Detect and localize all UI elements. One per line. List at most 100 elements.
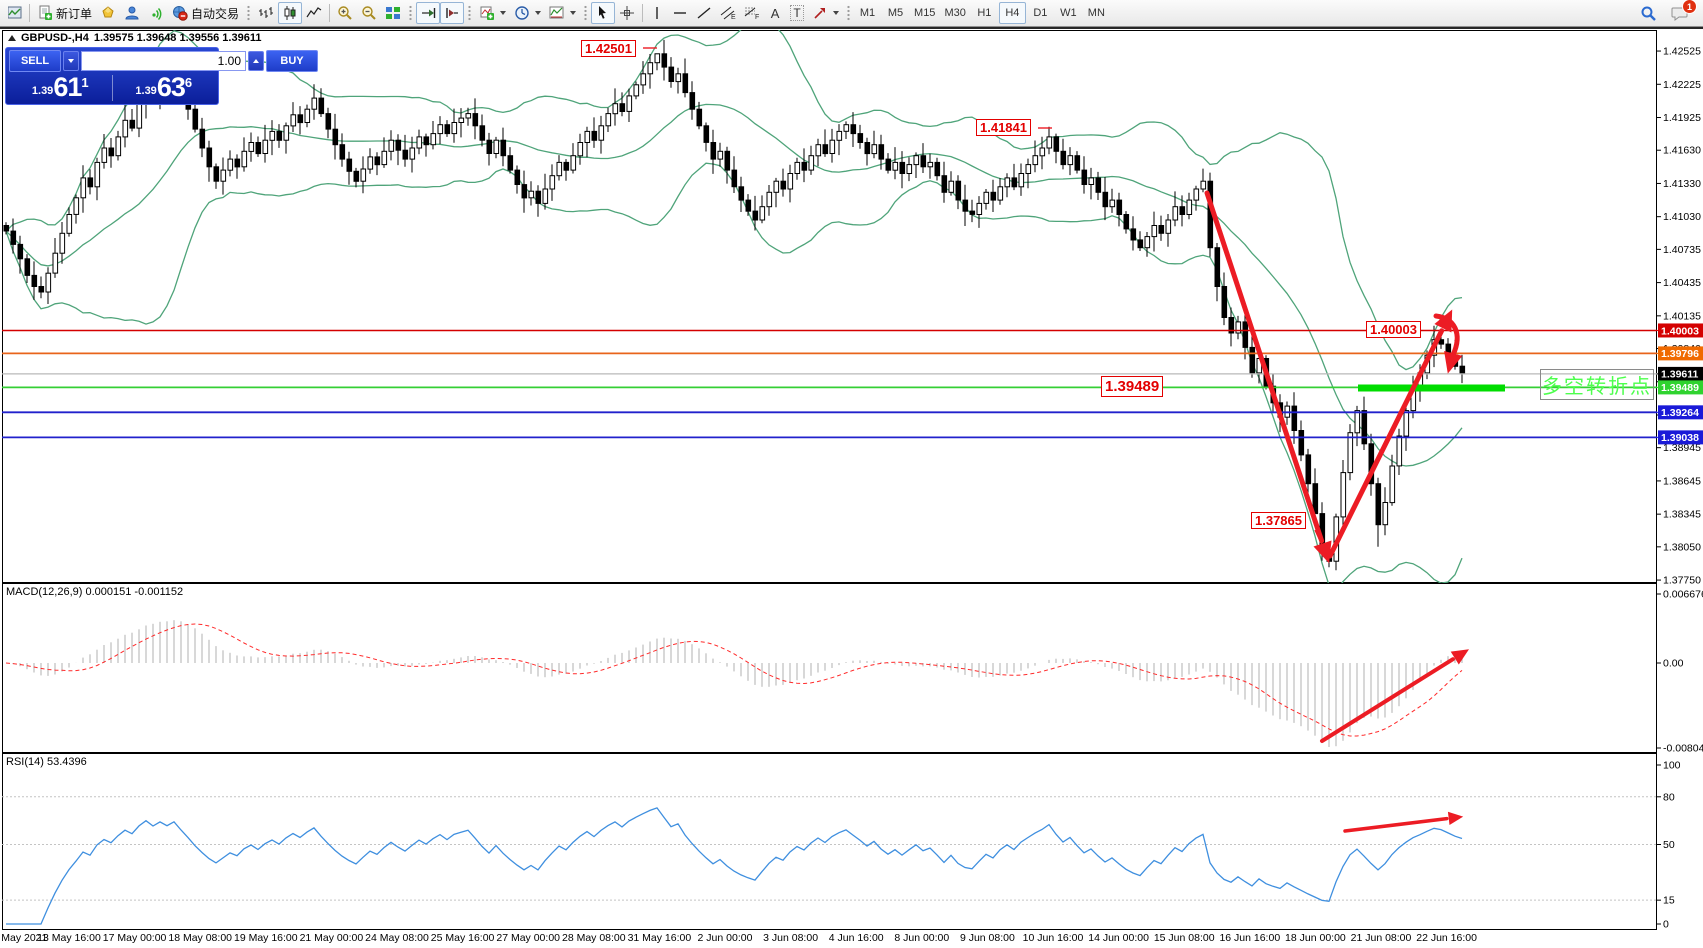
sell-price-big: 61: [53, 72, 82, 102]
person-icon: [124, 5, 140, 21]
timeframe-m30-button[interactable]: M30: [944, 7, 966, 19]
autotrading-button[interactable]: 自动交易: [168, 2, 243, 24]
bar-chart-button[interactable]: [254, 2, 278, 24]
svg-text:1.38945: 1.38945: [1663, 442, 1701, 454]
timeframe-m15-button[interactable]: M15: [914, 7, 936, 19]
periods-button[interactable]: [510, 2, 545, 24]
deposit-button[interactable]: [96, 2, 120, 24]
clock-icon: [514, 5, 530, 21]
text-tool-button[interactable]: A: [764, 2, 786, 24]
time-axis-label: 9 Jun 08:00: [959, 932, 1015, 944]
cursor-tool-button[interactable]: [591, 2, 616, 24]
svg-text:1.39796: 1.39796: [1661, 348, 1699, 360]
horizontal-line-icon: [672, 5, 688, 21]
turning-point-note[interactable]: 多空转折点: [1540, 369, 1654, 400]
tile-windows-button[interactable]: [381, 2, 405, 24]
time-axis-label: 18 Jun 00:00: [1285, 932, 1346, 944]
label-tool-icon: T: [790, 5, 804, 21]
svg-text:1.39264: 1.39264: [1661, 407, 1699, 419]
sell-price[interactable]: 1.39 61 1: [9, 74, 112, 102]
timeframe-m5-button[interactable]: M5: [887, 7, 904, 19]
auto-scroll-button[interactable]: [416, 2, 441, 24]
equidistant-channel-icon: E: [720, 5, 736, 21]
chart-shift-button[interactable]: [440, 2, 465, 24]
svg-text:1.40003: 1.40003: [1661, 325, 1699, 337]
line-chart-button[interactable]: [302, 2, 326, 24]
gold-nugget-icon: [100, 5, 116, 21]
ohlc-values: 1.39575 1.39648 1.39556 1.39611: [93, 32, 262, 44]
timeframe-h1-button[interactable]: H1: [977, 7, 992, 19]
price-label-142501[interactable]: 1.42501: [581, 40, 636, 57]
price-label-137865[interactable]: 1.37865: [1251, 512, 1306, 529]
notifications-button[interactable]: 1: [1667, 0, 1697, 24]
channel-tool-button[interactable]: E: [716, 2, 740, 24]
price-label-141841[interactable]: 1.41841: [976, 119, 1031, 136]
fibonacci-tool-button[interactable]: F: [740, 2, 764, 24]
macd-indicator-label: MACD(12,26,9) 0.000151 -0.001152: [6, 586, 184, 598]
new-chart-button[interactable]: [4, 2, 26, 24]
new-order-button[interactable]: 新订单: [33, 2, 96, 24]
volume-input[interactable]: [81, 51, 246, 71]
signal-icon: [148, 5, 164, 21]
templates-dropdown-icon[interactable]: [570, 11, 577, 15]
trendline-tool-button[interactable]: [692, 2, 716, 24]
zoom-out-icon: [361, 5, 377, 21]
template-icon: [549, 5, 565, 21]
candlestick-chart-button[interactable]: [278, 2, 303, 24]
time-axis-label: 18 May 08:00: [168, 932, 233, 944]
svg-text:0.006676: 0.006676: [1663, 589, 1703, 601]
timeframe-w1-button[interactable]: W1: [1060, 7, 1077, 19]
svg-text:E: E: [731, 14, 736, 21]
horizontal-line-tool-button[interactable]: [668, 2, 692, 24]
signals-button[interactable]: [144, 2, 168, 24]
vertical-line-tool-button[interactable]: [646, 2, 668, 24]
time-axis-label: 31 May 16:00: [627, 932, 692, 944]
buy-price[interactable]: 1.39 63 6: [113, 74, 216, 102]
svg-text:1.40435: 1.40435: [1663, 277, 1701, 289]
svg-text:1.39489: 1.39489: [1661, 382, 1699, 394]
notification-badge: 1: [1682, 0, 1697, 14]
autotrading-label: 自动交易: [191, 6, 240, 21]
main-toolbar: 新订单 自动交易: [0, 0, 1703, 27]
timeframe-mn-button[interactable]: MN: [1087, 7, 1105, 19]
timeframe-h4-button[interactable]: H4: [998, 2, 1026, 24]
search-button[interactable]: [1636, 2, 1661, 24]
time-axis-label: 25 May 16:00: [430, 932, 495, 944]
buy-button[interactable]: BUY: [266, 50, 318, 72]
arrows-tool-button[interactable]: [808, 2, 843, 24]
svg-text:1.38345: 1.38345: [1663, 509, 1701, 521]
templates-button[interactable]: [545, 2, 580, 24]
time-axis-label: 3 Jun 08:00: [763, 932, 819, 944]
indicators-dropdown-icon[interactable]: [500, 11, 507, 15]
time-axis-label: 4 Jun 16:00: [828, 932, 884, 944]
zoom-in-button[interactable]: [333, 2, 357, 24]
periods-dropdown-icon[interactable]: [535, 11, 542, 15]
label-tool-button[interactable]: T: [786, 2, 808, 24]
collapse-icon[interactable]: [8, 35, 16, 41]
zoom-out-button[interactable]: [357, 2, 381, 24]
auto-scroll-icon: [420, 5, 436, 21]
time-axis-label: 17 May 00:00: [102, 932, 167, 944]
price-label-140003[interactable]: 1.40003: [1366, 321, 1421, 338]
community-button[interactable]: [120, 2, 144, 24]
rsi-indicator-label: RSI(14) 53.4396: [6, 756, 87, 768]
indicators-button[interactable]: [475, 2, 510, 24]
svg-text:50: 50: [1663, 839, 1675, 851]
price-label-139489[interactable]: 1.39489: [1101, 376, 1164, 397]
sell-price-small: 1.39: [31, 85, 54, 97]
crosshair-tool-button[interactable]: [615, 2, 639, 24]
timeframe-m1-button[interactable]: M1: [859, 7, 876, 19]
arrows-dropdown-icon[interactable]: [833, 11, 840, 15]
time-axis-label: 21 Jun 08:00: [1350, 932, 1412, 944]
timeframe-d1-button[interactable]: D1: [1033, 7, 1048, 19]
svg-text:80: 80: [1663, 791, 1675, 803]
sell-button[interactable]: SELL: [9, 50, 61, 72]
buy-price-sup: 6: [184, 75, 193, 90]
svg-text:1.38050: 1.38050: [1663, 541, 1701, 553]
volume-down-button[interactable]: [63, 51, 79, 71]
volume-up-button[interactable]: [248, 51, 264, 71]
buy-price-small: 1.39: [135, 85, 157, 97]
